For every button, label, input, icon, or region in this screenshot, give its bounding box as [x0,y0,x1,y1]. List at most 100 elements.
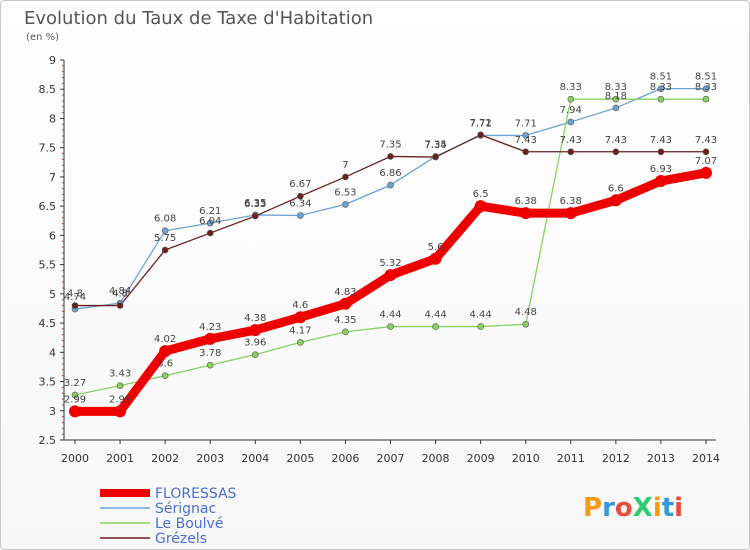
x-tick-label: 2000 [61,452,89,465]
data-label: 6.33 [244,199,266,210]
y-tick-label: 7 [49,171,56,184]
data-label: 6.38 [515,196,537,207]
data-point [477,323,484,330]
data-label: 4.17 [289,325,311,336]
data-point [522,148,530,156]
data-label: 7.34 [424,140,446,151]
data-point [114,405,127,418]
y-tick-label: 2.5 [39,434,57,447]
chart-subtitle: (en %) [26,32,59,43]
data-label: 3.78 [199,348,221,359]
data-label: 6.04 [199,216,221,227]
data-label: 4.35 [334,315,356,326]
data-point [297,212,304,219]
data-label: 3.6 [157,359,173,370]
data-label: 8.51 [695,72,717,83]
data-label: 6.67 [289,179,311,190]
y-tick-label: 6.5 [39,200,57,213]
chart-title: Evolution du Taux de Taxe d'Habitation [24,8,373,29]
data-label: 4.8 [67,289,83,300]
series-line-floressas [70,168,711,416]
data-label: 8.33 [695,82,717,93]
y-tick-label: 3.5 [39,376,57,389]
y-tick-label: 8.5 [39,83,57,96]
data-point [387,323,394,330]
y-tick-label: 9 [49,54,56,67]
y-tick-label: 5 [49,288,56,301]
data-point [294,311,307,324]
y-tick-label: 3 [49,405,56,418]
data-label: 5.32 [379,258,401,269]
data-point [206,219,214,227]
data-label: 7.43 [515,135,537,146]
data-label: 7.43 [560,135,582,146]
data-point [432,153,439,161]
data-point [297,192,304,200]
data-label: 7.71 [515,118,537,129]
x-tick-label: 2002 [151,452,179,465]
y-tick-label: 6 [49,229,56,242]
data-point [161,372,169,379]
data-label: 6.6 [608,183,624,194]
svg-text:ProXiti: ProXiti [583,493,683,523]
data-label: 8.51 [650,72,672,83]
data-label: 6.34 [289,199,311,210]
x-tick-label: 2008 [422,452,450,465]
data-point [384,269,397,282]
data-label: 7.71 [470,118,492,129]
data-point [657,148,665,156]
data-point [657,95,665,103]
data-label: 4.74 [64,292,86,303]
data-label: 7.43 [695,135,717,146]
data-point [567,148,575,156]
data-point [71,302,79,309]
data-point [206,229,214,237]
y-tick-label: 5.5 [39,259,57,272]
legend-label: Grézels [155,531,207,547]
data-label: 6.5 [473,189,489,200]
data-point [387,153,394,160]
data-label: 4.8 [112,289,128,300]
data-point [429,252,442,265]
data-point [342,328,349,336]
data-point [251,351,259,358]
data-point [161,227,169,235]
data-point [251,212,259,220]
data-point [657,85,665,92]
data-label: 2.99 [109,394,131,405]
data-label: 4.48 [515,307,537,318]
data-point [339,297,352,310]
data-point [432,323,439,330]
data-label: 4.44 [470,310,492,321]
x-tick-label: 2003 [196,452,224,465]
proxiti-logo: ProXiti [583,493,683,523]
legend-label: Sérignac [155,501,216,517]
data-point [612,104,620,112]
data-point [612,95,620,103]
data-point [567,95,575,103]
data-label: 7.94 [560,105,582,116]
data-label: 4.84 [109,286,131,297]
data-label: 4.38 [244,313,266,324]
data-point [654,175,667,188]
y-tick-label: 8 [49,112,56,125]
data-label: 4.44 [424,310,446,321]
data-label: 6.08 [154,214,176,225]
x-tick-label: 2005 [286,452,314,465]
x-tick-label: 2004 [241,452,269,465]
data-point [522,132,530,139]
data-point [342,173,349,181]
data-label: 4.02 [154,334,176,345]
y-tick-label: 4.5 [39,317,57,330]
data-point [564,207,577,220]
data-label: 4.6 [292,300,308,311]
data-point [116,382,124,389]
data-point [702,95,710,103]
x-tick-label: 2006 [331,452,359,465]
y-tick-label: 4 [49,346,56,359]
data-point [297,339,304,346]
data-label: 8.33 [650,82,672,93]
data-label: 5.75 [154,233,176,244]
data-label: 7.35 [379,139,401,150]
data-label: 7 [342,160,348,171]
